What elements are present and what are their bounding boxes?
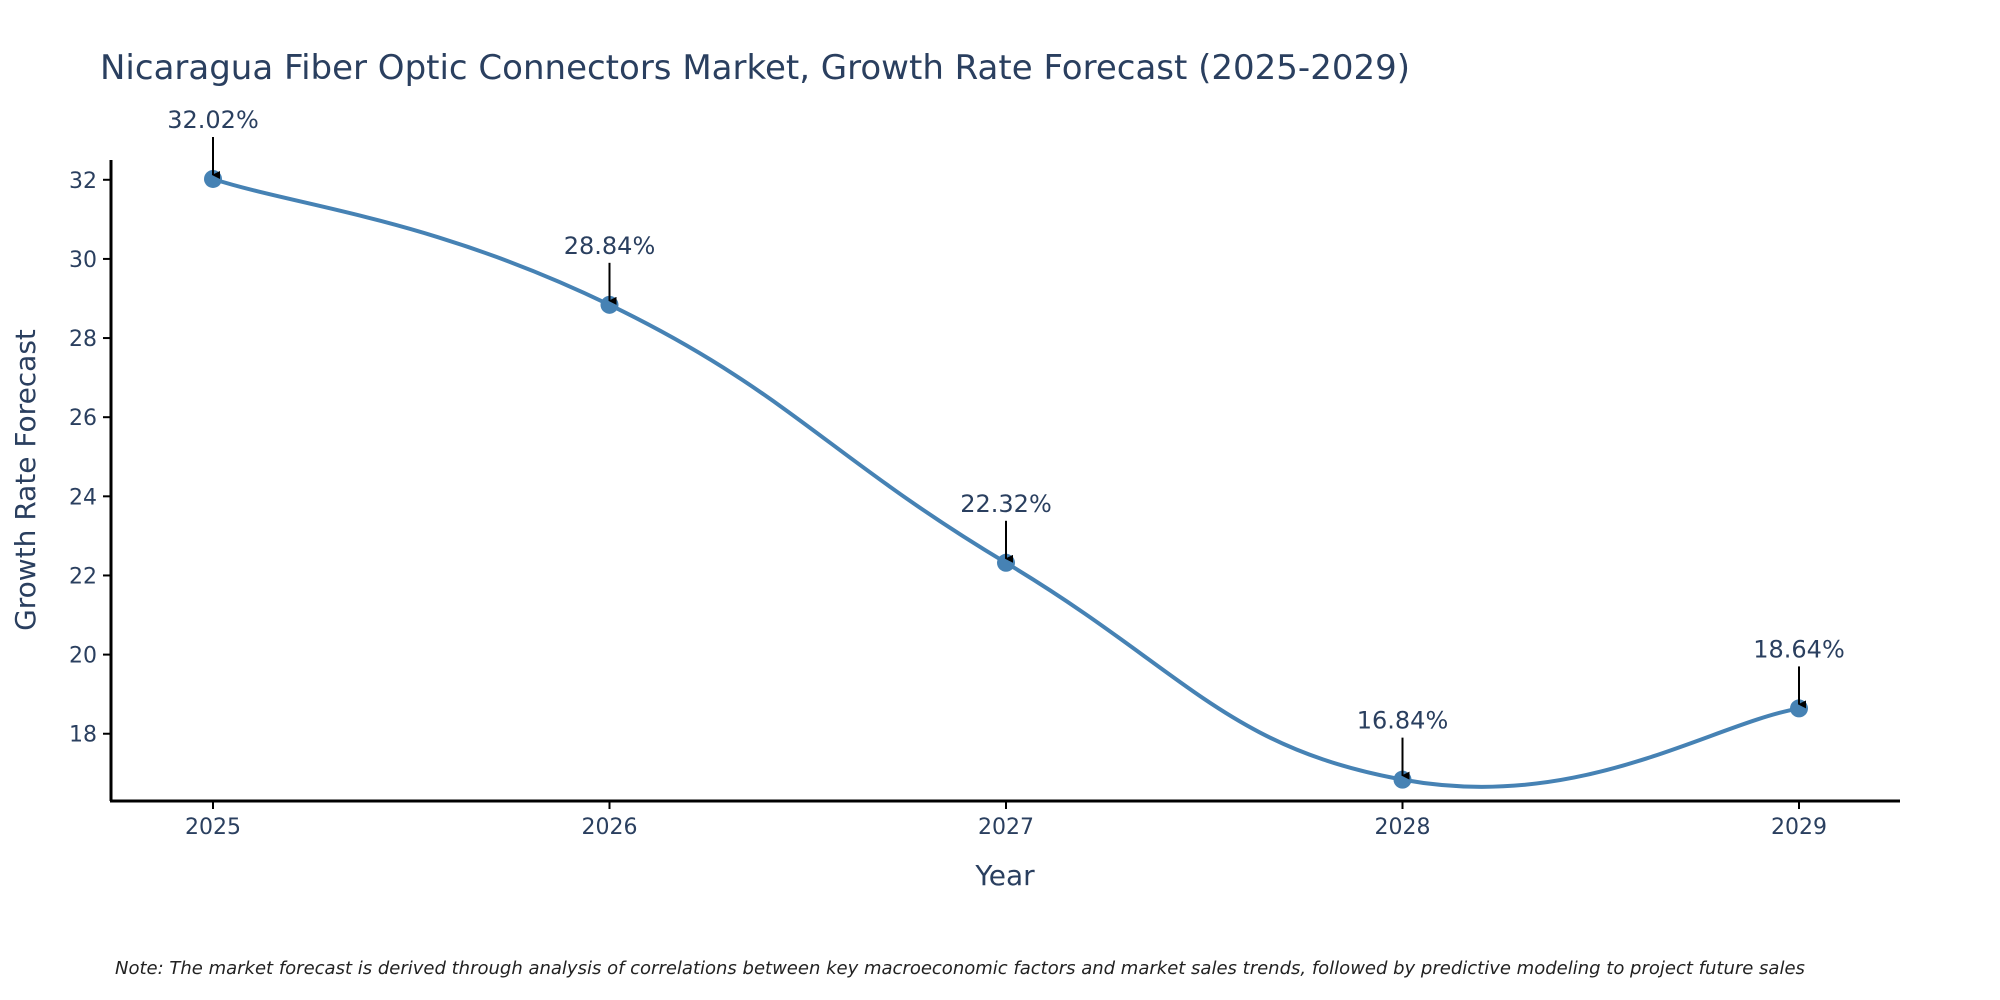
x-tick-label: 2025 [185, 815, 241, 840]
x-axis-title: Year [974, 859, 1035, 892]
data-label: 22.32% [960, 490, 1052, 518]
data-label: 32.02% [167, 106, 259, 134]
x-tick-label: 2028 [1375, 815, 1431, 840]
data-labels: 32.02% 28.84% 22.32% 16.84% 18.64% [167, 106, 1845, 780]
y-tick-label: 32 [69, 169, 97, 194]
axes [109, 160, 1900, 803]
y-tick-label: 28 [69, 327, 97, 352]
y-tick-label: 20 [69, 644, 97, 669]
series-line [212, 177, 1800, 789]
y-tick-label: 30 [69, 248, 97, 273]
x-tick-label: 2027 [978, 815, 1034, 840]
y-tick-label: 24 [69, 485, 97, 510]
x-tick-label: 2029 [1771, 815, 1827, 840]
y-tick-label: 18 [69, 723, 97, 748]
y-axis-title: Growth Rate Forecast [9, 329, 42, 631]
y-ticks: 18 20 22 24 26 28 30 32 [69, 169, 111, 748]
data-points [204, 169, 1808, 789]
data-label: 28.84% [564, 232, 656, 260]
y-tick-label: 26 [69, 406, 97, 431]
x-ticks: 2025 2026 2027 2028 2029 [185, 801, 1827, 840]
data-label: 18.64% [1753, 635, 1845, 663]
footnote: Note: The market forecast is derived thr… [115, 958, 1805, 979]
x-tick-label: 2026 [582, 815, 638, 840]
data-label: 16.84% [1357, 707, 1449, 735]
chart-title: Nicaragua Fiber Optic Connectors Market,… [100, 48, 1410, 88]
y-tick-label: 22 [69, 564, 97, 589]
